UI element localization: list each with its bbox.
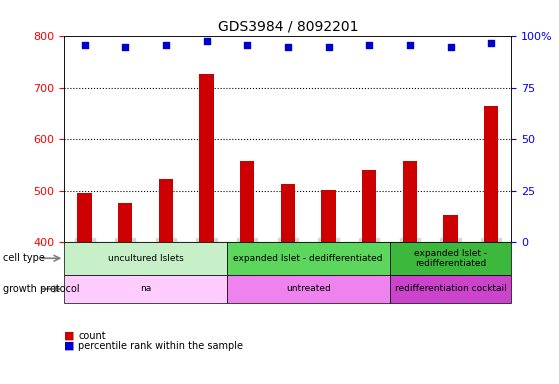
- Bar: [443, 215, 458, 384]
- Text: uncultured Islets: uncultured Islets: [108, 254, 183, 263]
- Text: ■: ■: [64, 341, 75, 351]
- Point: [487, 40, 496, 46]
- Point: [162, 41, 170, 48]
- Point: [324, 44, 333, 50]
- Point: [446, 44, 455, 50]
- Text: redifferentiation cocktail: redifferentiation cocktail: [395, 285, 506, 293]
- Title: GDS3984 / 8092201: GDS3984 / 8092201: [217, 20, 358, 34]
- Bar: [281, 184, 295, 384]
- Point: [405, 41, 414, 48]
- Text: growth protocol: growth protocol: [3, 284, 79, 294]
- Point: [364, 41, 373, 48]
- Point: [283, 44, 292, 50]
- Text: expanded Islet - dedifferentiated: expanded Islet - dedifferentiated: [234, 254, 383, 263]
- Text: percentile rank within the sample: percentile rank within the sample: [78, 341, 243, 351]
- Text: count: count: [78, 331, 106, 341]
- Point: [243, 41, 252, 48]
- Bar: [321, 190, 335, 384]
- Text: cell type: cell type: [3, 253, 45, 263]
- Point: [121, 44, 130, 50]
- Bar: [484, 106, 498, 384]
- Point: [80, 41, 89, 48]
- Text: na: na: [140, 285, 151, 293]
- Bar: [402, 161, 417, 384]
- Bar: [200, 74, 214, 384]
- Bar: [118, 203, 132, 384]
- Bar: [78, 193, 92, 384]
- Text: untreated: untreated: [286, 285, 330, 293]
- Bar: [159, 179, 173, 384]
- Bar: [362, 170, 376, 384]
- Bar: [240, 161, 254, 384]
- Text: expanded Islet -
redifferentiated: expanded Islet - redifferentiated: [414, 248, 487, 268]
- Point: [202, 38, 211, 44]
- Text: ■: ■: [64, 331, 75, 341]
